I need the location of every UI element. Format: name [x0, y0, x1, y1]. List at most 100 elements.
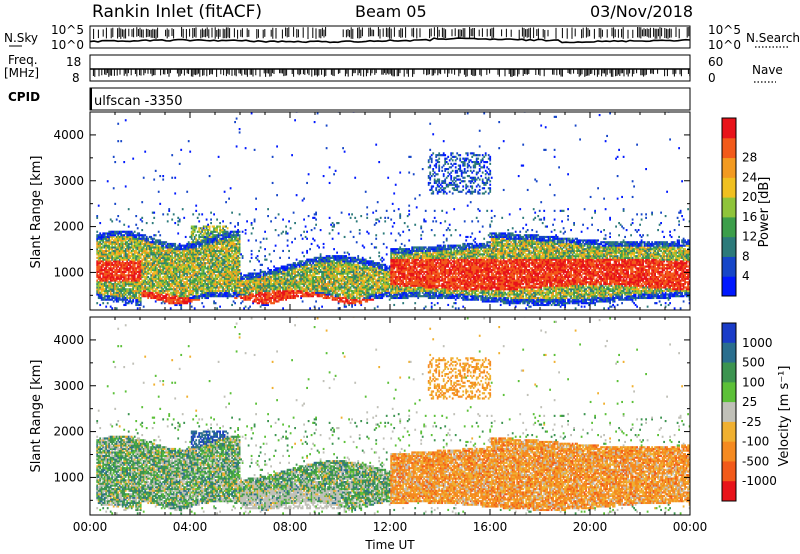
- power-cell: [309, 270, 311, 273]
- power-cell: [228, 270, 230, 273]
- power-cell: [336, 262, 338, 265]
- power-cell: [226, 286, 229, 289]
- power-cell: [190, 283, 193, 286]
- power-cell: [247, 298, 250, 301]
- power-cell: [216, 225, 218, 228]
- power-cell: [250, 279, 253, 282]
- power-cell: [216, 227, 218, 230]
- power-cell: [249, 281, 251, 284]
- power-cell: [186, 274, 189, 277]
- power-cell: [109, 263, 112, 266]
- power-cell: [264, 281, 266, 284]
- power-cell: [208, 291, 211, 294]
- power-cell: [322, 246, 325, 249]
- power-cell: [144, 276, 147, 279]
- power-cell: [184, 258, 187, 261]
- power-cell: [331, 272, 334, 275]
- power-cell: [315, 267, 317, 270]
- power-cell: [249, 272, 251, 275]
- power-cell: [189, 274, 192, 277]
- power-cell: [175, 288, 178, 291]
- power-cell: [162, 213, 165, 216]
- power-cell: [219, 265, 221, 268]
- power-cell: [109, 246, 112, 249]
- power-cell: [151, 222, 154, 225]
- power-cell: [204, 237, 207, 240]
- power-cell: [211, 286, 214, 289]
- power-cell: [201, 265, 204, 268]
- power-cell: [118, 267, 121, 270]
- power-cell: [171, 272, 174, 275]
- power-cell: [333, 279, 335, 282]
- power-cell: [303, 265, 305, 268]
- power-cell: [120, 269, 123, 272]
- power-cell: [123, 255, 126, 258]
- power-cell: [222, 235, 224, 239]
- power-cell: [175, 279, 178, 282]
- power-cell: [291, 291, 293, 294]
- power-cell: [201, 262, 204, 265]
- power-cell: [333, 284, 335, 287]
- power-cell: [228, 291, 230, 294]
- power-cell: [177, 248, 180, 251]
- power-cell: [145, 249, 148, 253]
- power-cell: [127, 251, 130, 254]
- power-cell: [117, 235, 120, 239]
- power-cell: [228, 248, 230, 251]
- power-cell: [315, 260, 317, 263]
- power-cell: [234, 288, 236, 291]
- power-cell: [184, 270, 187, 273]
- power-cell: [321, 274, 323, 277]
- power-cell: [168, 272, 171, 275]
- power-cell: [207, 286, 209, 289]
- power-cell: [115, 296, 118, 300]
- power-cell: [226, 284, 229, 287]
- power-cell: [157, 256, 160, 259]
- power-cell: [252, 302, 254, 305]
- power-cell: [136, 262, 139, 265]
- power-cell: [348, 302, 350, 305]
- power-cell: [121, 256, 124, 259]
- power-cell: [267, 284, 269, 287]
- power-cell: [96, 276, 99, 279]
- power-cell: [313, 284, 316, 287]
- power-cell: [283, 295, 286, 298]
- power-cell: [178, 260, 181, 263]
- power-cell: [189, 286, 192, 289]
- power-cell: [117, 246, 120, 249]
- power-cell: [205, 253, 208, 256]
- power-cell: [177, 289, 180, 293]
- power-cell: [159, 279, 162, 282]
- power-cell: [108, 295, 111, 298]
- power-cell: [195, 242, 198, 246]
- power-cell: [139, 272, 142, 275]
- power-cell: [145, 248, 148, 251]
- power-cell: [189, 281, 192, 284]
- power-cell: [220, 256, 223, 259]
- power-cell: [133, 279, 136, 282]
- power-cell: [216, 307, 218, 310]
- power-cell: [333, 288, 335, 291]
- power-cell: [273, 288, 275, 291]
- power-cell: [99, 286, 102, 289]
- power-cell: [181, 270, 184, 273]
- power-cell: [205, 291, 208, 294]
- power-cell: [160, 253, 163, 256]
- power-cell: [340, 263, 343, 266]
- power-cell: [204, 244, 207, 247]
- power-cell: [285, 289, 287, 293]
- power-cell: [255, 295, 257, 298]
- power-cell: [136, 241, 139, 244]
- power-cell: [193, 284, 196, 287]
- power-cell: [199, 251, 202, 254]
- power-cell: [136, 258, 139, 261]
- power-cell: [204, 255, 207, 258]
- power-cell: [129, 265, 132, 268]
- power-cell: [303, 255, 305, 258]
- power-cell: [130, 272, 133, 275]
- power-cell: [169, 262, 172, 265]
- power-cell: [102, 237, 105, 240]
- power-cell: [219, 283, 221, 286]
- power-cell: [142, 293, 145, 296]
- power-cell: [111, 272, 114, 275]
